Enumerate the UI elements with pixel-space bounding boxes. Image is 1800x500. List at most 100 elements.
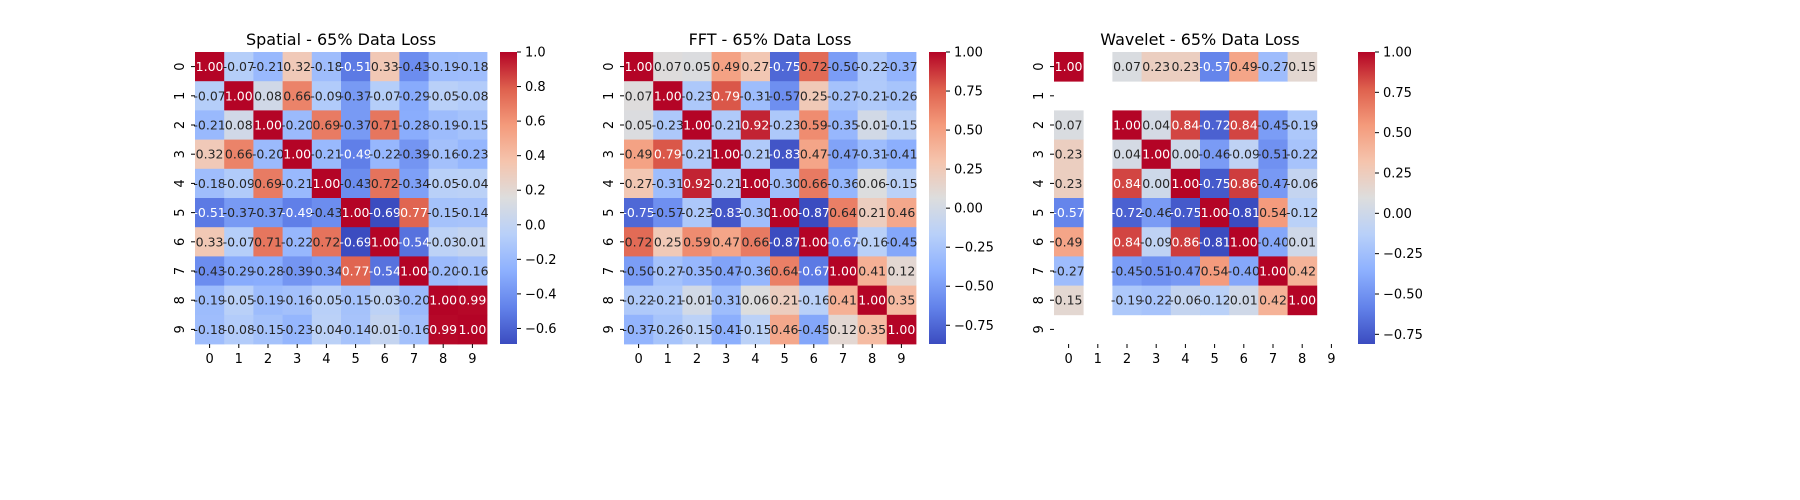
cell-value-label: -0.21 — [310, 147, 342, 162]
x-tick-label: 8 — [1298, 352, 1306, 367]
x-tick-label: 5 — [351, 352, 359, 367]
cell-value-label: -0.37 — [622, 322, 654, 337]
heatmap-cell — [857, 314, 888, 345]
cell-value-label: 0.59 — [683, 234, 711, 249]
cell-value-label: -0.21 — [710, 176, 742, 191]
cell-value-label: -0.21 — [281, 176, 313, 191]
cell-value-label: -0.28 — [252, 264, 284, 279]
heatmap-cell — [341, 198, 371, 228]
cell-value-label: 0.49 — [1055, 234, 1083, 249]
heatmap-cell — [1287, 52, 1318, 82]
cell-value-label: -0.22 — [1286, 147, 1318, 162]
heatmap-cell — [399, 314, 429, 345]
cell-value-label: -0.15 — [427, 205, 459, 220]
cell-value-label: -0.22 — [1140, 293, 1172, 308]
heatmap-cell — [1170, 52, 1201, 82]
heatmap-cell — [828, 198, 858, 228]
y-tick-label: 7 — [1032, 267, 1047, 275]
heatmap-cell — [711, 168, 742, 199]
heatmap-cell — [1258, 198, 1288, 228]
cell-value-label: -0.15 — [252, 322, 284, 337]
heatmap-cell — [457, 110, 488, 140]
cell-value-label: 1.00 — [712, 147, 740, 162]
cell-value-label: 0.99 — [429, 322, 457, 337]
heatmap-cell — [770, 81, 800, 111]
cell-value-label: 0.23 — [1055, 147, 1083, 162]
cell-value-label: -0.67 — [827, 234, 859, 249]
heatmap-cell — [740, 81, 771, 111]
cell-value-label: -0.45 — [1111, 264, 1143, 279]
heatmap-cell — [886, 198, 917, 228]
heatmap-cell — [370, 110, 400, 140]
x-tick-label: 9 — [897, 352, 905, 367]
cell-value-label: -0.54 — [369, 264, 401, 279]
heatmap-cell — [624, 81, 654, 111]
cell-value-label: 0.54 — [1201, 264, 1229, 279]
y-tick-label: 0 — [1032, 62, 1047, 70]
heatmap-cell — [1170, 139, 1201, 170]
cell-value-label: 1.00 — [342, 205, 370, 220]
heatmap-cell — [1258, 110, 1288, 140]
heatmap-cell — [1054, 198, 1084, 228]
heatmap-cell — [624, 110, 654, 140]
x-tick-label: 0 — [205, 352, 213, 367]
heatmap-cell — [1229, 256, 1259, 286]
x-tick-label: 2 — [264, 352, 272, 367]
heatmap-cell — [1141, 256, 1172, 286]
x-tick-label: 1 — [1094, 352, 1102, 367]
heatmap-cell — [682, 198, 712, 228]
cell-value-label: 1.00 — [312, 176, 340, 191]
heatmap-cell — [711, 110, 742, 140]
heatmap-cell — [653, 81, 683, 111]
x-tick-label: 7 — [1269, 352, 1277, 367]
heatmap-cell — [770, 139, 800, 170]
cell-value-label: 1.00 — [1142, 147, 1170, 162]
cell-value-label: -0.05 — [310, 293, 342, 308]
heatmap-cell — [799, 81, 829, 111]
heatmap-cell — [1054, 227, 1084, 257]
colorbar-tick-label: 0.4 — [525, 149, 546, 164]
cell-value-label: 1.00 — [1113, 118, 1141, 133]
heatmap-cell — [195, 227, 225, 257]
cell-value-label: -0.15 — [885, 176, 917, 191]
heatmap-cell — [1112, 110, 1142, 140]
heatmap-cell — [740, 256, 771, 286]
x-tick-label: 3 — [293, 352, 301, 367]
cell-value-label: 0.41 — [858, 264, 886, 279]
heatmap-cell — [341, 256, 371, 286]
heatmap-cell — [428, 285, 459, 316]
cell-value-label: -0.43 — [310, 205, 342, 220]
heatmap-cell — [428, 314, 459, 345]
heatmap-cell — [740, 227, 771, 257]
heatmap-cell — [370, 314, 400, 345]
heatmap-cell — [682, 52, 712, 82]
heatmap-cell — [399, 168, 429, 199]
heatmap-cell — [399, 110, 429, 140]
colorbar-tick-label: 0.2 — [525, 184, 546, 199]
cell-value-label: -0.27 — [1257, 59, 1289, 74]
cell-value-label: -0.09 — [1140, 234, 1172, 249]
cell-value-label: -0.51 — [1257, 147, 1289, 162]
cell-value-label: 0.33 — [371, 59, 399, 74]
heatmap-cell — [624, 198, 654, 228]
cell-value-label: -0.41 — [885, 147, 917, 162]
cell-value-label: -0.51 — [339, 59, 371, 74]
heatmap-cell — [282, 227, 313, 257]
heatmap-cell — [1170, 168, 1201, 199]
heatmap-cell — [828, 227, 858, 257]
cell-value-label: -0.18 — [193, 322, 225, 337]
y-tick-label: 1 — [602, 92, 617, 100]
heatmap-cell — [1287, 227, 1318, 257]
x-tick-label: 7 — [839, 352, 847, 367]
heatmap-cell — [311, 52, 342, 82]
y-tick-label: 7 — [602, 267, 617, 275]
cell-value-label: -0.43 — [339, 176, 371, 191]
heatmap-cell — [886, 110, 917, 140]
heatmap-cell — [770, 198, 800, 228]
cell-value-label: -0.20 — [427, 264, 459, 279]
cell-value-label: -0.34 — [310, 264, 342, 279]
heatmap-cell — [828, 139, 858, 170]
heatmap-cell — [457, 256, 488, 286]
cell-value-label: 1.00 — [1055, 59, 1083, 74]
heatmap-cell — [195, 285, 225, 316]
